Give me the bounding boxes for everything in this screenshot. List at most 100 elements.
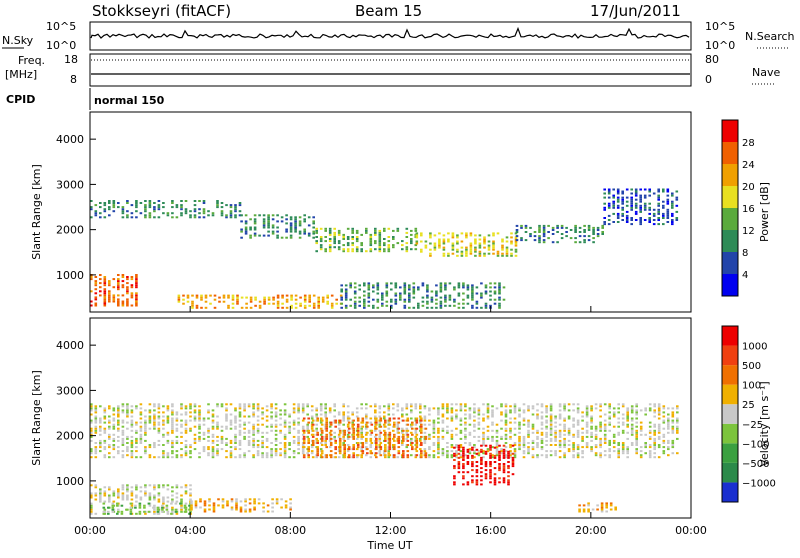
velocity-cell — [144, 431, 147, 434]
velocity-cell — [292, 427, 296, 430]
velocity-cell — [473, 409, 476, 412]
velocity-cell — [171, 442, 174, 444]
velocity-cell — [235, 502, 238, 505]
velocity-cell — [387, 450, 391, 453]
velocity-cell — [266, 510, 270, 513]
velocity-cell — [220, 405, 224, 408]
power-cell — [607, 219, 611, 221]
power-cell — [381, 298, 384, 301]
velocity-cell — [493, 479, 497, 482]
velocity-cell — [270, 423, 273, 426]
power-cell — [412, 306, 416, 309]
velocity-cell — [370, 429, 374, 432]
velocity-cell — [189, 498, 192, 501]
power-cell — [99, 274, 102, 276]
velocity-cell — [130, 452, 134, 455]
velocity-cell — [130, 411, 134, 414]
power-cell — [493, 286, 497, 289]
velocity-cell — [347, 446, 351, 449]
velocity-cell — [248, 510, 252, 513]
power-cell — [276, 304, 280, 307]
velocity-cell — [283, 411, 287, 414]
velocity-cell — [477, 452, 481, 455]
velocity-cell — [334, 448, 337, 451]
velocity-cell — [234, 421, 237, 424]
power-cell — [634, 192, 638, 195]
velocity-cell — [498, 465, 501, 468]
power-cell — [351, 248, 354, 251]
velocity-cell — [626, 419, 629, 422]
velocity-colorbar-swatch — [722, 404, 738, 424]
velocity-cell — [346, 433, 350, 436]
velocity-cell — [121, 496, 125, 499]
velocity-cell — [667, 446, 670, 449]
velocity-cell — [99, 444, 102, 446]
velocity-cell — [540, 423, 544, 426]
power-cell — [453, 298, 456, 301]
velocity-cell — [310, 450, 314, 453]
power-cell — [639, 206, 642, 209]
power-cell — [438, 238, 441, 241]
power-cell — [249, 226, 252, 229]
velocity-cell — [446, 405, 449, 408]
freq-panel — [89, 53, 692, 87]
power-cell — [290, 296, 293, 299]
velocity-cell — [103, 486, 107, 489]
velocity-cell — [244, 498, 247, 501]
power-cell — [202, 202, 206, 204]
velocity-cell — [509, 427, 512, 430]
power-cell — [657, 198, 660, 201]
power-cell — [533, 235, 537, 238]
velocity-cell — [198, 417, 201, 420]
velocity-cell — [225, 437, 228, 440]
velocity-cell — [509, 411, 512, 414]
velocity-cell — [599, 415, 602, 418]
velocity-colorbar-swatch — [722, 462, 738, 483]
velocity-cell — [138, 504, 142, 507]
velocity-cell — [518, 415, 521, 418]
velocity-cell — [540, 454, 544, 457]
power-cell — [285, 228, 288, 231]
velocity-cell — [495, 431, 499, 434]
velocity-cell — [498, 463, 501, 465]
velocity-cell — [311, 435, 315, 438]
velocity-cell — [676, 405, 679, 408]
velocity-cell — [667, 439, 670, 442]
velocity-cell — [319, 448, 323, 451]
power-cell — [538, 229, 541, 231]
velocity-cell — [316, 450, 319, 453]
velocity-cell — [253, 500, 256, 503]
velocity-cell — [153, 403, 156, 406]
velocity-cell — [94, 512, 98, 515]
velocity-cell — [234, 442, 237, 444]
power-cell — [317, 296, 320, 299]
velocity-cell — [316, 448, 319, 451]
power-cell — [439, 304, 443, 307]
power-cell — [117, 288, 120, 291]
velocity-cell — [270, 450, 273, 453]
velocity-cell — [549, 454, 553, 457]
velocity-cell — [457, 465, 461, 468]
velocity-cell — [671, 411, 675, 414]
velocity-cell — [612, 442, 616, 444]
velocity-cell — [585, 444, 589, 446]
velocity-cell — [536, 429, 539, 432]
power-cell — [496, 252, 500, 255]
velocity-cell — [126, 415, 129, 418]
power-cell — [412, 288, 416, 291]
velocity-cell — [450, 407, 454, 410]
velocity-cell — [410, 431, 413, 434]
velocity-cell — [441, 429, 445, 432]
velocity-cell — [229, 446, 233, 449]
power-cell — [607, 214, 611, 217]
power-cell — [108, 300, 111, 303]
power-cell — [126, 214, 129, 217]
velocity-cell — [301, 419, 305, 422]
power-cell — [390, 298, 393, 301]
power-cell — [220, 202, 224, 204]
velocity-cell — [393, 423, 396, 426]
power-cell — [426, 294, 429, 297]
velocity-cell — [518, 435, 521, 438]
power-cell — [520, 224, 523, 227]
power-cell — [433, 234, 437, 237]
